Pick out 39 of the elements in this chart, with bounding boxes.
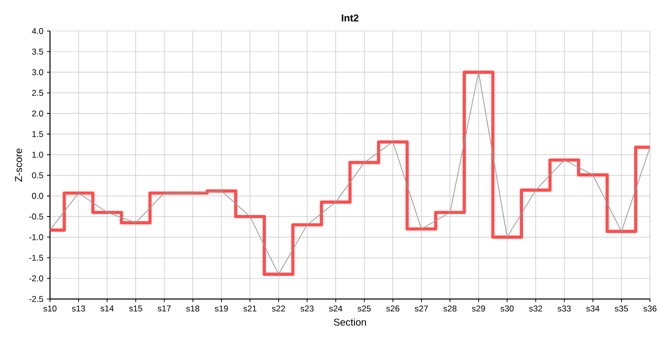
x-tick-label: s29 [472,306,486,312]
y-tick-label: 2.0 [32,110,44,116]
y-tick-label: -2.0 [29,275,44,282]
y-tick-label: 1.0 [32,152,44,158]
y-axis-title: Z-score [15,148,22,182]
y-tick-label: 3.0 [32,69,44,76]
x-tick-label: s13 [72,306,86,312]
y-tick-label: -1.0 [29,234,44,240]
y-tick-label: 1.5 [32,131,44,138]
y-tick-label: 0.0 [32,192,44,199]
x-tick-label: s28 [443,306,456,312]
x-tick-label: s15 [129,306,142,312]
y-tick-label: 0.5 [32,172,44,178]
x-tick-label: s23 [300,306,314,312]
x-axis-title: Section [334,318,366,326]
x-tick-label: s18 [186,306,200,312]
x-tick-label: s22 [272,306,285,312]
x-tick-label: s14 [100,306,114,312]
x-tick-label: s24 [329,306,342,312]
x-tick-label: s19 [214,306,228,312]
x-tick-label: s10 [43,306,56,312]
chart-title: Int2 [342,14,358,22]
x-tick-label: s34 [586,306,600,312]
x-tick-label: s25 [358,306,371,312]
x-tick-label: s32 [529,306,542,312]
x-tick-label: s17 [158,306,171,312]
y-tick-label: -0.5 [29,214,44,220]
x-tick-label: s30 [500,306,514,312]
y-tick-label: -2.5 [29,296,44,302]
x-tick-label: s33 [558,306,571,312]
x-tick-label: s21 [243,306,256,312]
x-tick-label: s35 [614,306,628,312]
x-tick-label: s27 [414,306,428,312]
y-tick-label: 3.5 [32,48,44,55]
x-tick-label: s26 [386,306,400,312]
y-tick-label: -1.5 [29,254,44,261]
y-tick-label: 4.0 [32,28,44,34]
x-tick-label: s36 [643,306,656,312]
y-tick-label: 2.5 [32,90,44,96]
